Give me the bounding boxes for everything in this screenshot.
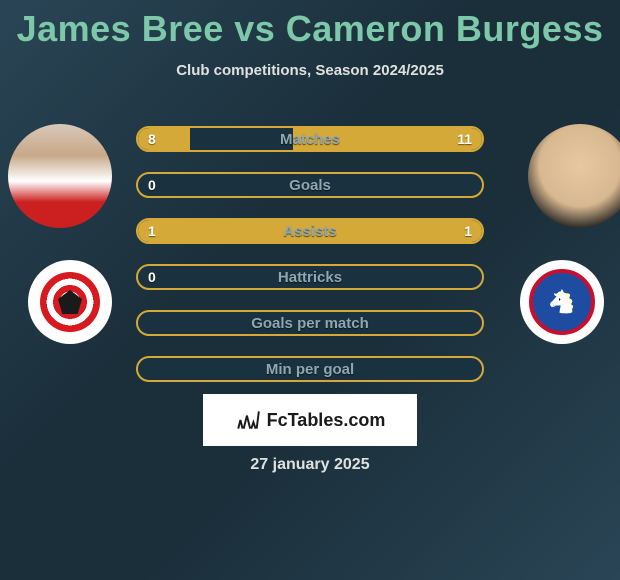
ipswich-badge-icon [529,269,595,335]
stat-label: Goals [138,177,482,194]
player2-photo [528,124,620,228]
player1-club-badge [28,260,112,344]
stat-label: Assists [138,223,482,240]
fctables-logo-icon [235,407,261,433]
stat-label: Goals per match [138,315,482,332]
stat-row: 8Matches11 [136,126,484,152]
stat-right-value: 1 [464,223,472,239]
stat-row: 0Goals [136,172,484,198]
stat-label: Hattricks [138,269,482,286]
page-title: James Bree vs Cameron Burgess [0,0,620,50]
player2-photo-placeholder [528,124,620,228]
stat-row: 1Assists1 [136,218,484,244]
branding-text: FcTables.com [267,410,386,431]
player1-photo-placeholder [8,124,112,228]
stat-right-value: 11 [457,131,472,147]
southampton-badge-icon [40,272,100,332]
stat-row: Min per goal [136,356,484,382]
branding-box: FcTables.com [203,394,417,446]
date-label: 27 january 2025 [250,456,369,474]
stat-row: 0Hattricks [136,264,484,290]
stat-row: Goals per match [136,310,484,336]
stat-label: Min per goal [138,361,482,378]
stats-container: 8Matches11 0Goals 1Assists1 0Hattricks Goals… [136,126,484,402]
player1-photo [8,124,112,228]
player2-club-badge [520,260,604,344]
subtitle: Club competitions, Season 2024/2025 [0,62,620,79]
stat-label: Matches [138,131,482,148]
